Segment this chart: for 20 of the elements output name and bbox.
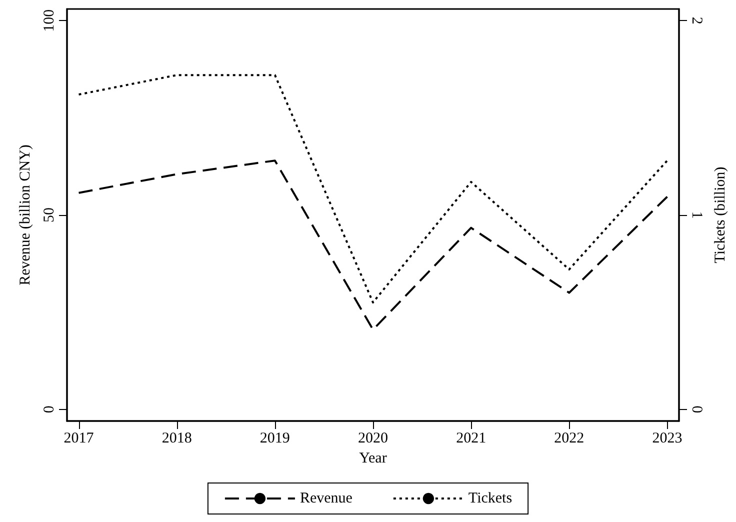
- x-tick-label: 2017: [64, 430, 94, 446]
- y2-axis-title: Tickets (billion): [712, 166, 728, 264]
- legend-label: Tickets: [468, 490, 512, 506]
- x-axis-title: Year: [359, 450, 387, 466]
- y-tick-label: 50: [42, 208, 58, 222]
- y-tick-label: 0: [42, 406, 58, 414]
- x-tick-label: 2019: [260, 430, 290, 446]
- x-tick-label: 2020: [358, 430, 388, 446]
- y-tick-label: 100: [42, 9, 58, 32]
- x-tick-label: 2021: [456, 430, 486, 446]
- y-axis-title: Revenue (billion CNY): [18, 144, 34, 286]
- x-tick-label: 2022: [554, 430, 584, 446]
- line-series: [78, 74, 668, 304]
- x-tick-label: 2018: [162, 430, 192, 446]
- y2-tick-label: 2: [688, 16, 704, 24]
- y2-tick-label: 0: [688, 406, 704, 414]
- line-series: [78, 160, 668, 331]
- x-tick-label: 2023: [652, 430, 682, 446]
- legend-label: Revenue: [300, 490, 353, 506]
- y2-tick-label: 1: [688, 211, 704, 219]
